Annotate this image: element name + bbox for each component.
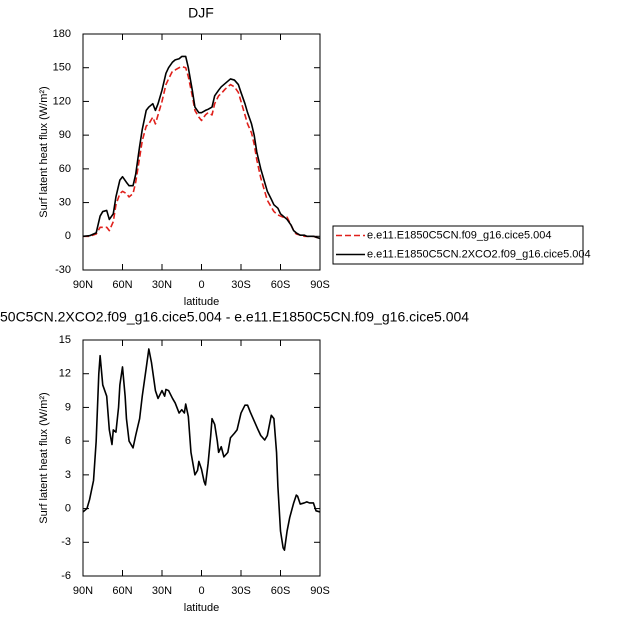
y-tick-label: 30 xyxy=(59,196,71,208)
legend-label: e.e11.E1850C5CN.f09_g16.cice5.004 xyxy=(367,229,552,241)
x-tick-label: 0 xyxy=(198,279,204,291)
y-tick-label: 15 xyxy=(59,334,71,346)
legend-label: e.e11.E1850C5CN.2XCO2.f09_g16.cice5.004 xyxy=(367,248,591,260)
y-axis-label: Surf latent heat flux (W/m²) xyxy=(38,392,50,523)
x-tick-label: 60S xyxy=(271,279,291,291)
x-tick-label: 30N xyxy=(152,585,172,597)
chart-title: 50C5CN.2XCO2.f09_g16.cice5.004 - e.e11.E… xyxy=(0,309,469,325)
y-axis-label: Surf latent heat flux (W/m²) xyxy=(38,86,50,217)
x-tick-label: 60N xyxy=(112,585,132,597)
x-tick-label: 90S xyxy=(310,279,330,291)
x-axis-label: latitude xyxy=(184,296,219,308)
x-tick-label: 60S xyxy=(271,585,291,597)
y-tick-label: 60 xyxy=(59,163,71,175)
line-series xyxy=(83,65,321,240)
x-tick-label: 30S xyxy=(231,279,251,291)
y-tick-label: 3 xyxy=(65,469,71,481)
y-tick-label: 120 xyxy=(53,95,71,107)
y-tick-label: 0 xyxy=(65,502,71,514)
y-tick-label: 180 xyxy=(53,28,71,40)
y-tick-label: -30 xyxy=(55,264,71,276)
x-tick-label: 60N xyxy=(112,279,132,291)
y-tick-label: 0 xyxy=(65,230,71,242)
y-tick-label: 6 xyxy=(65,435,71,447)
y-tick-label: 9 xyxy=(65,401,71,413)
x-axis-label: latitude xyxy=(184,602,219,614)
y-tick-label: -6 xyxy=(61,570,71,582)
y-tick-label: 12 xyxy=(59,368,71,380)
chart-title: DJF xyxy=(188,5,214,21)
x-tick-label: 90N xyxy=(73,585,93,597)
line-series xyxy=(82,348,321,551)
x-tick-label: 0 xyxy=(198,585,204,597)
y-tick-label: -3 xyxy=(61,536,71,548)
x-tick-label: 30S xyxy=(231,585,251,597)
x-tick-label: 90N xyxy=(73,279,93,291)
x-tick-label: 30N xyxy=(152,279,172,291)
y-tick-label: 150 xyxy=(53,62,71,74)
plot-frame xyxy=(82,33,321,271)
legend-box xyxy=(332,225,584,265)
y-tick-label: 90 xyxy=(59,129,71,141)
plot-frame xyxy=(82,339,321,577)
line-series xyxy=(82,55,321,240)
x-tick-label: 90S xyxy=(310,585,330,597)
